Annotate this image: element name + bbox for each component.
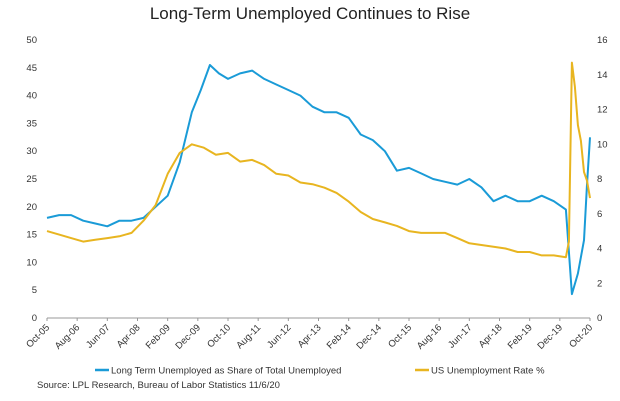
left-y-tick-label: 10 xyxy=(26,257,37,268)
x-tick-label: Oct-05 xyxy=(24,322,52,350)
left-y-tick-label: 40 xyxy=(26,91,37,102)
unemployment-rate-line xyxy=(46,61,591,259)
source-note: Source: LPL Research, Bureau of Labor St… xyxy=(37,380,280,391)
right-y-tick-label: 8 xyxy=(597,174,602,185)
right-y-tick-label: 6 xyxy=(597,209,602,220)
x-tick-label: Oct-10 xyxy=(205,322,233,350)
chart-title: Long-Term Unemployed Continues to Rise xyxy=(149,4,471,23)
left-y-tick-label: 50 xyxy=(26,35,37,46)
x-tick-label: Apr-08 xyxy=(115,322,143,350)
x-tick-label: Dec-19 xyxy=(536,322,565,351)
legend-label: Long Term Unemployed as Share of Total U… xyxy=(111,366,341,377)
x-tick-label: Jun-17 xyxy=(446,322,474,350)
x-tick-label: Jun-07 xyxy=(84,322,112,350)
long-term-unemployed-line xyxy=(46,64,591,296)
right-y-tick-label: 10 xyxy=(597,139,608,150)
left-y-tick-label: 5 xyxy=(32,285,37,296)
legend-label: US Unemployment Rate % xyxy=(431,366,545,377)
left-y-tick-label: 30 xyxy=(26,146,37,157)
right-y-tick-label: 0 xyxy=(597,313,602,324)
x-tick-label: Jun-12 xyxy=(265,322,293,350)
left-y-tick-label: 20 xyxy=(26,202,37,213)
right-y-tick-label: 12 xyxy=(597,105,608,116)
right-y-tick-label: 2 xyxy=(597,278,602,289)
right-y-tick-label: 14 xyxy=(597,70,608,81)
x-tick-label: Feb-09 xyxy=(144,322,173,351)
left-y-tick-label: 15 xyxy=(26,230,37,241)
x-tick-label: Dec-09 xyxy=(174,322,203,351)
x-tick-label: Feb-19 xyxy=(506,322,535,351)
x-tick-label: Aug-11 xyxy=(234,322,263,351)
x-tick-label: Oct-15 xyxy=(386,322,414,350)
left-y-tick-label: 35 xyxy=(26,118,37,129)
x-tick-label: Dec-14 xyxy=(355,322,384,351)
left-y-tick-label: 45 xyxy=(26,63,37,74)
right-y-tick-label: 16 xyxy=(597,35,608,46)
x-tick-label: Apr-18 xyxy=(477,322,505,350)
x-tick-label: Feb-14 xyxy=(325,322,354,351)
left-y-tick-label: 25 xyxy=(26,174,37,185)
x-tick-label: Aug-06 xyxy=(53,322,82,351)
right-y-tick-label: 4 xyxy=(597,244,602,255)
x-tick-label: Apr-13 xyxy=(296,322,324,350)
x-tick-label: Aug-16 xyxy=(415,322,444,351)
x-tick-label: Oct-20 xyxy=(567,322,595,350)
left-y-tick-label: 0 xyxy=(32,313,37,324)
